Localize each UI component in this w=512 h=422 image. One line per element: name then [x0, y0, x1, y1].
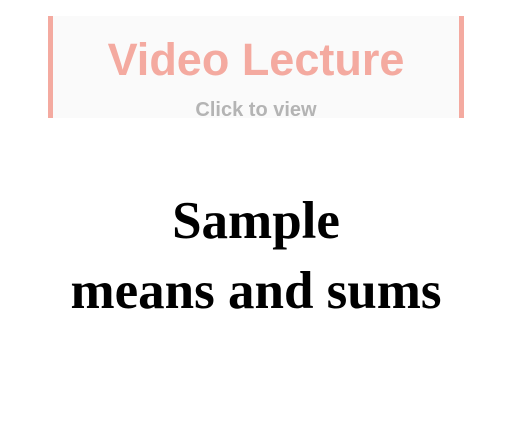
video-lecture-banner[interactable]: Video Lecture Click to view [48, 16, 464, 121]
click-to-view-label: Click to view [195, 99, 317, 121]
lecture-title-line-1: Sample [172, 192, 340, 250]
lecture-title-line-2: means and sums [70, 262, 442, 320]
lecture-title: Sample means and sums [0, 186, 512, 326]
video-lecture-title: Video Lecture [107, 34, 405, 85]
